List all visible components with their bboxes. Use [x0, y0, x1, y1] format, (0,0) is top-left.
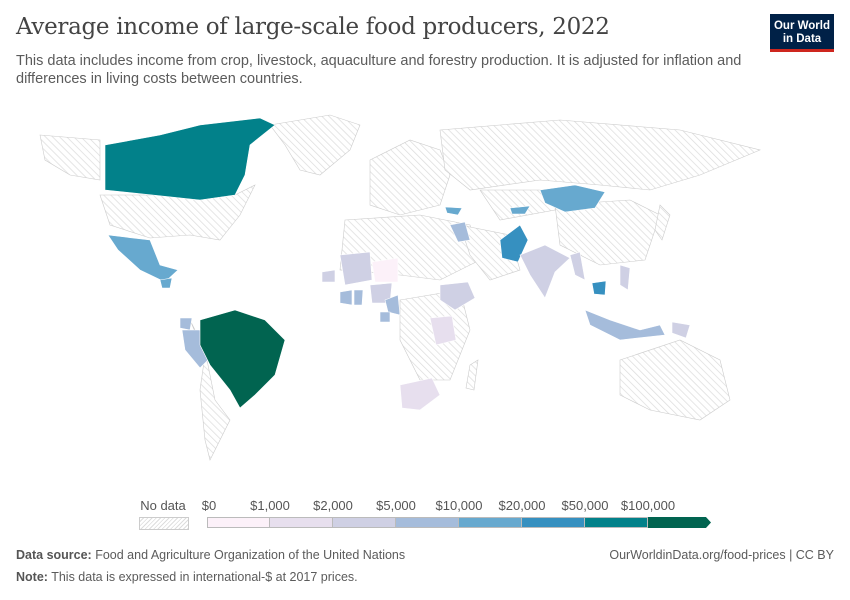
country-iraq[interactable]: [449, 221, 471, 243]
source-text: Food and Agriculture Organization of the…: [95, 548, 406, 562]
color-legend: No data $0 $1,000 $2,000 $5,000 $10,000 $20,0…: [0, 492, 850, 532]
country-tanzania[interactable]: [429, 315, 457, 346]
country-ivory-coast[interactable]: [339, 289, 353, 306]
country-guatemala[interactable]: [159, 277, 173, 289]
country-ecuador[interactable]: [179, 317, 193, 331]
country-indonesia[interactable]: [584, 309, 666, 341]
country-south-africa[interactable]: [399, 377, 441, 411]
legend-swatch: [522, 517, 585, 528]
note-text: This data is expressed in international-…: [51, 570, 358, 584]
country-ghana[interactable]: [353, 289, 364, 306]
legend-bin-label: $10,000: [435, 498, 483, 513]
region-south-america: [189, 319, 231, 461]
region-china: [554, 199, 661, 266]
legend-swatch: [396, 517, 459, 528]
data-source: Data source: Food and Agriculture Organi…: [16, 548, 405, 562]
country-cambodia[interactable]: [591, 280, 607, 296]
country-mali[interactable]: [339, 251, 373, 286]
legend-no-data-label: No data: [140, 498, 186, 513]
country-senegal[interactable]: [321, 269, 336, 283]
country-canada[interactable]: [104, 117, 276, 201]
country-gabon[interactable]: [379, 311, 391, 323]
region-europe: [369, 139, 451, 216]
region-russia: [439, 119, 761, 191]
country-mongolia[interactable]: [539, 184, 606, 213]
region-japan: [654, 204, 671, 241]
country-niger[interactable]: [371, 257, 399, 283]
legend-bin-label: $100,000: [620, 498, 676, 513]
legend-bin-label: $50,000: [561, 498, 609, 513]
region-madagascar: [465, 359, 479, 391]
legend-swatch: [270, 517, 333, 528]
legend-bin-label: $1,000: [250, 498, 290, 513]
country-myanmar[interactable]: [569, 251, 586, 281]
source-label: Data source:: [16, 548, 92, 562]
legend-swatch: [648, 517, 711, 528]
country-ethiopia[interactable]: [439, 281, 476, 311]
legend-swatch: [333, 517, 396, 528]
country-philippines[interactable]: [619, 264, 631, 291]
region-greenland: [269, 114, 361, 176]
region-australia: [619, 339, 731, 421]
legend-swatch: [459, 517, 522, 528]
legend-no-data-swatch: [139, 517, 189, 530]
country-cameroon[interactable]: [384, 294, 401, 316]
chart-subtitle: This data includes income from crop, liv…: [16, 53, 742, 87]
legend-swatch: [585, 517, 648, 528]
country-mexico[interactable]: [107, 234, 179, 283]
owid-logo[interactable]: Our World in Data: [770, 14, 834, 52]
world-map: [39, 114, 761, 461]
region-usa: [99, 184, 256, 241]
region-central-asia: [479, 189, 561, 221]
note-label: Note:: [16, 570, 48, 584]
legend-bin-label: $5,000: [376, 498, 416, 513]
country-kyrgyzstan[interactable]: [509, 205, 531, 215]
source-link[interactable]: OurWorldinData.org/food-prices | CC BY: [609, 548, 834, 562]
country-georgia[interactable]: [444, 206, 463, 216]
country-india[interactable]: [519, 244, 571, 299]
country-papua-new-guinea[interactable]: [671, 321, 691, 339]
legend-bin-label: $20,000: [498, 498, 546, 513]
legend-swatch: [207, 517, 270, 528]
country-brazil[interactable]: [199, 309, 286, 409]
chart-title: Average income of large-scale food produ…: [16, 14, 610, 40]
region-alaska: [39, 134, 101, 181]
legend-bin-label: $2,000: [313, 498, 353, 513]
legend-bin-label: $0: [201, 498, 217, 513]
country-pakistan[interactable]: [499, 224, 529, 263]
note: Note: This data is expressed in internat…: [16, 570, 358, 584]
